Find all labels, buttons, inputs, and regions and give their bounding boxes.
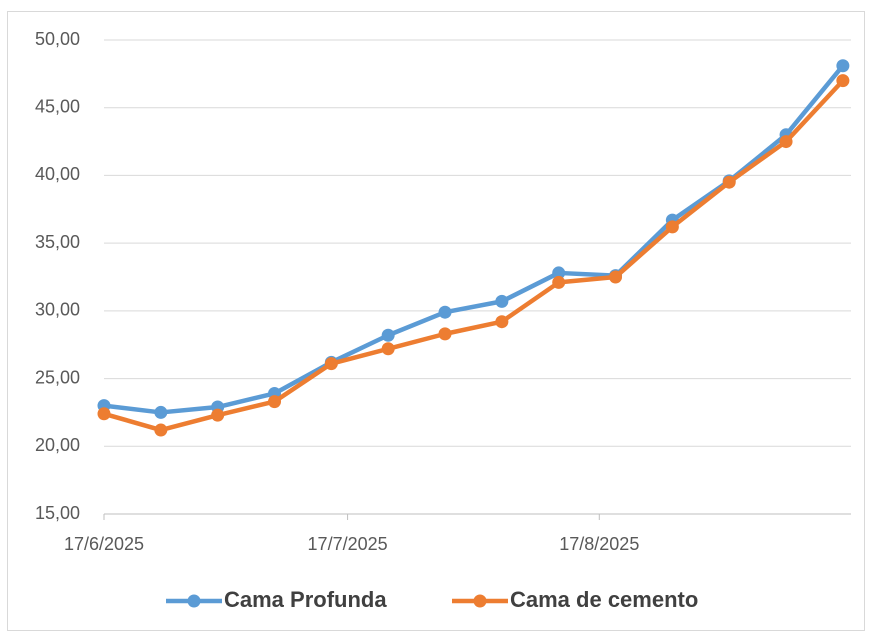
y-tick-label: 20,00	[35, 435, 80, 455]
data-point	[552, 275, 566, 289]
data-point	[438, 327, 452, 341]
legend-label: Cama Profunda	[224, 587, 387, 612]
data-point	[154, 405, 168, 419]
y-tick-label: 25,00	[35, 367, 80, 387]
data-point	[665, 220, 679, 234]
x-tick-label: 17/7/2025	[308, 534, 388, 554]
data-point	[495, 294, 509, 308]
y-tick-label: 35,00	[35, 232, 80, 252]
data-point	[268, 395, 282, 409]
data-point	[495, 315, 509, 329]
series-line	[103, 79, 845, 433]
data-point	[779, 135, 793, 149]
data-point	[154, 423, 168, 437]
data-point	[381, 342, 395, 356]
legend-marker	[473, 594, 487, 608]
y-tick-label: 50,00	[35, 29, 80, 49]
chart-border	[7, 11, 865, 631]
data-point	[836, 74, 850, 88]
legend-label: Cama de cemento	[510, 587, 698, 612]
data-point	[97, 407, 111, 421]
y-tick-label: 40,00	[35, 164, 80, 184]
x-tick-label: 17/6/2025	[64, 534, 144, 554]
x-tick-label: 17/8/2025	[559, 534, 639, 554]
data-point	[324, 357, 338, 371]
data-point	[381, 328, 395, 342]
data-point	[438, 305, 452, 319]
data-point	[722, 175, 736, 189]
legend-marker	[187, 594, 201, 608]
y-tick-label: 15,00	[35, 503, 80, 523]
y-tick-label: 30,00	[35, 300, 80, 320]
data-point	[211, 408, 225, 422]
data-point	[552, 266, 566, 280]
data-point	[836, 59, 850, 73]
data-point	[609, 270, 623, 284]
y-tick-label: 45,00	[35, 96, 80, 116]
